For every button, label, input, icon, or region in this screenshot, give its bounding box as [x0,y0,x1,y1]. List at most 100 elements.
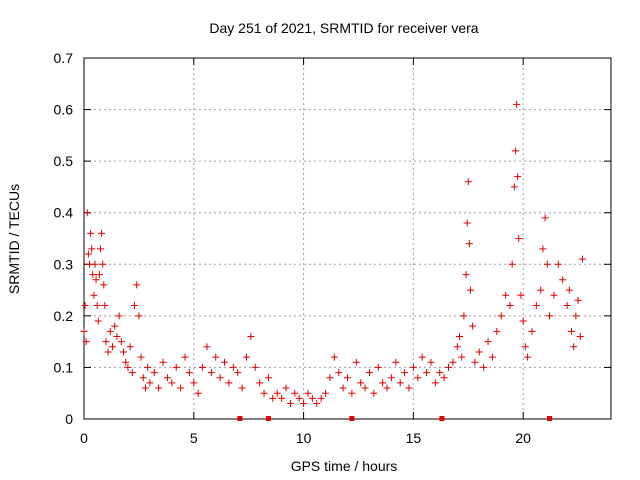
data-point [300,400,308,408]
data-point [409,363,417,371]
data-point [475,348,483,356]
data-point [199,363,207,371]
data-point [286,400,294,408]
data-point [423,369,431,377]
data-point [87,229,95,237]
data-point [96,245,104,253]
data-point [131,302,139,310]
data-point [541,214,549,222]
y-tick-label: 0 [65,411,73,427]
data-point [137,353,145,361]
data-point [528,327,536,335]
data-point [128,369,136,377]
data-point [508,260,516,268]
data-point [221,358,229,366]
data-point [543,260,551,268]
data-point [484,338,492,346]
data-point [256,379,264,387]
data-point [229,363,237,371]
data-point [84,250,92,258]
data-point [502,291,510,299]
data-point [139,374,147,382]
y-tick-label: 0.2 [54,308,74,324]
data-point [168,379,176,387]
data-point [238,384,246,392]
data-point [264,374,272,382]
data-point [414,374,422,382]
plot-frame [83,57,612,420]
y-tick-label: 0.4 [54,205,74,221]
data-point [431,379,439,387]
data-point [524,353,532,361]
data-point [392,358,400,366]
data-point [88,245,96,253]
data-point [396,379,404,387]
data-point [317,394,325,402]
data-point [181,353,189,361]
x-axis: 0 5 10 15 20 [80,58,531,446]
data-point [521,343,529,351]
data-point [322,389,330,397]
data-point [563,302,571,310]
data-point [510,183,518,191]
data-point [458,353,466,361]
grid-lines [84,58,611,419]
data-point [453,343,461,351]
data-point [90,291,98,299]
data-point [80,327,88,335]
data-point [344,374,351,382]
data-point [194,389,202,397]
data-point [480,363,488,371]
data-point [506,302,514,310]
data-point [383,384,391,392]
data-point [102,338,110,346]
data-point [387,374,395,382]
data-point [539,245,547,253]
data-point [207,369,215,377]
gap-markers [237,416,553,421]
gap-marker [547,416,553,421]
gap-marker [237,416,243,421]
data-point [159,358,167,366]
data-point [117,338,125,346]
y-tick-label: 0.7 [54,50,74,66]
data-point [83,209,91,217]
data-point [104,348,112,356]
data-point [427,358,435,366]
data-point [172,363,180,371]
data-point [352,358,360,366]
gap-marker [349,416,355,421]
data-point [91,260,99,268]
data-point [282,384,290,392]
data-point [455,332,463,340]
data-point [546,312,554,320]
data-point [401,369,409,377]
data-point [155,384,163,392]
data-point [326,374,334,382]
y-tick-label: 0.5 [54,153,74,169]
data-point [260,389,268,397]
data-point [141,384,149,392]
data-point [519,317,527,325]
data-point [144,363,152,371]
data-point [106,327,114,335]
data-point [449,358,457,366]
data-point [81,302,89,310]
y-axis: 0 0.1 0.2 0.3 0.4 0.5 0.6 0.7 [54,50,611,427]
data-point [124,363,132,371]
data-point [304,389,312,397]
data-point [133,281,141,289]
data-point [216,374,224,382]
data-point [150,369,158,377]
data-point [469,322,477,330]
data-point [493,327,501,335]
gap-marker [439,416,445,421]
data-point [291,389,299,397]
gap-marker [265,416,271,421]
data-point [445,363,453,371]
data-point [370,389,378,397]
y-tick-label: 0.1 [54,359,74,375]
data-point [330,353,338,361]
data-point [466,286,474,294]
data-point [513,100,521,108]
